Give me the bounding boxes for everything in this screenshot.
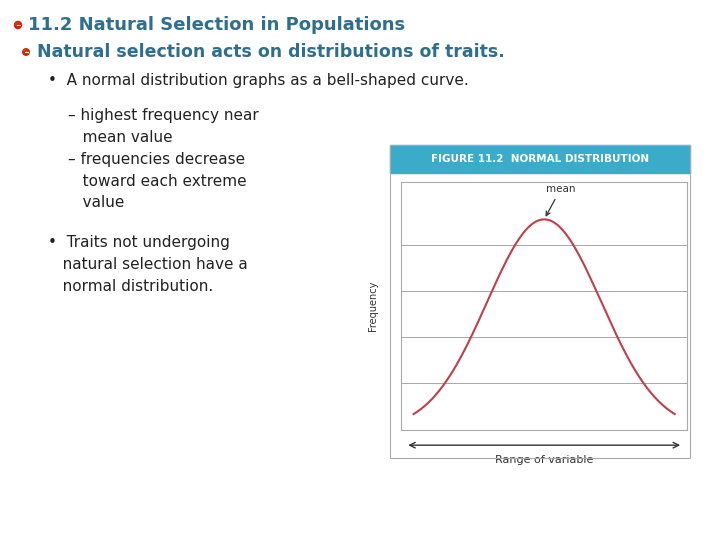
Text: – highest frequency near
   mean value: – highest frequency near mean value [68,108,258,145]
Text: Frequency: Frequency [368,280,378,330]
Text: •  A normal distribution graphs as a bell-shaped curve.: • A normal distribution graphs as a bell… [48,72,469,87]
Circle shape [15,22,19,26]
Text: Range of variable: Range of variable [495,455,593,465]
Text: – frequencies decrease
   toward each extreme
   value: – frequencies decrease toward each extre… [68,152,247,210]
Bar [390,145,690,458]
Circle shape [14,22,22,29]
Circle shape [24,50,27,53]
Text: FIGURE 11.2  NORMAL DISTRIBUTION: FIGURE 11.2 NORMAL DISTRIBUTION [431,154,649,164]
Text: Natural selection acts on distributions of traits.: Natural selection acts on distributions … [37,43,505,61]
Bar [390,145,690,173]
Text: mean: mean [546,184,575,215]
Circle shape [23,49,30,55]
Bar [390,173,690,458]
Text: 11.2 Natural Selection in Populations: 11.2 Natural Selection in Populations [28,16,405,34]
Text: •  Traits not undergoing
   natural selection have a
   normal distribution.: • Traits not undergoing natural selectio… [48,235,248,294]
